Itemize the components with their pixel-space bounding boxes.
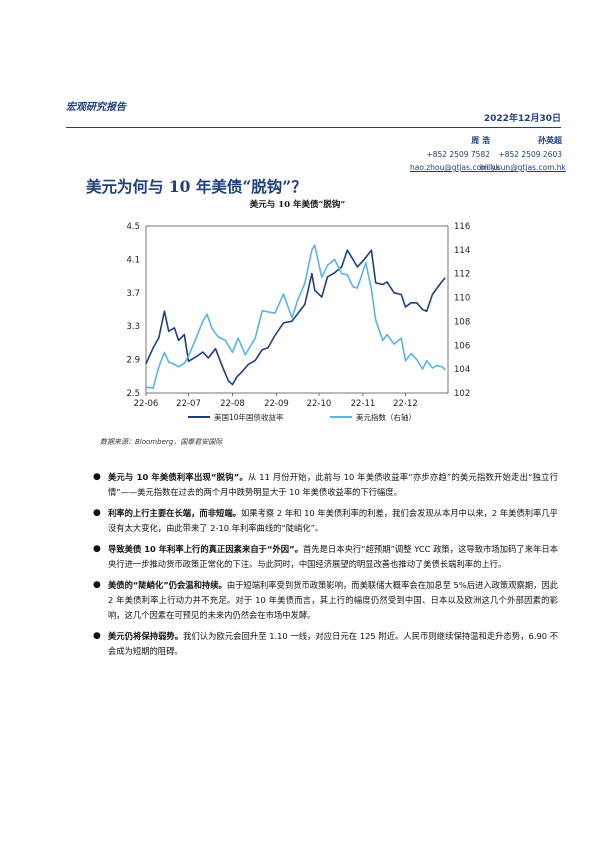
author-1: 周 浩 +852 2509 7582 hao.zhou@gtjas.com.hk — [410, 135, 500, 172]
bullet-item: ● 利率的上行主要在长端，而非短端。如果考察 2 年和 10 年美债利率的利差，我… — [93, 506, 558, 536]
y-right-tick-label: 102 — [454, 389, 470, 399]
y-right-tick-label: 104 — [454, 365, 470, 375]
line-chart: 2.5 2.9 3.3 3.7 4.1 4.5 102 104 106 108 110 112 114 1… — [126, 222, 470, 422]
bullet-text: 如果考察 2 年和 10 年美债利率的利差，我们会发现从本月中以来，2 年美债利… — [108, 508, 558, 533]
author-2: 孙英超 +852 2509 2603 billy.sun@gtjas.com.h… — [480, 135, 566, 172]
bullet-text: 从 11 月份开始，此前与 10 年美债收益率“亦步亦趋”的美元指数开始走出“独… — [108, 472, 559, 497]
bullet-heading: 美债的“陡峭化”仍会温和持续。 — [108, 580, 227, 590]
bullet-heading: 利率的上行主要在长端，而非短端。 — [108, 508, 241, 518]
bullet-item: ● 导致美债 10 年利率上行的真正因素来自于“外因”。首先是日本央行“超预期”调… — [93, 542, 559, 572]
bullet-item: ● 美债的“陡峭化”仍会温和持续。由于短端利率受到货币政策影响，而美联储大概率会在… — [93, 578, 558, 623]
author-2-phone: +852 2509 2603 — [498, 150, 562, 159]
y-left-tick-label: 3.3 — [126, 322, 140, 332]
bullet-list: ● 美元与 10 年美债利率出现“脱钩”。从 11 月份开始，此前与 10 年美债… — [93, 470, 559, 665]
legend-label: 美元指数（右轴） — [356, 412, 416, 422]
y-right-tick-label: 112 — [454, 270, 470, 280]
y-left-tick-label: 4.5 — [126, 222, 140, 232]
y-left-tick-label: 2.5 — [126, 389, 140, 399]
bullet-dot-icon: ● — [93, 544, 101, 554]
series-line-dxy — [145, 244, 446, 390]
bullet-text: 首先是日本央行“超预期”调整 YCC 政策，这导致市场加码了来年日本央行进一步推… — [108, 544, 559, 569]
bullet-item: ● 美元仍将保持弱势。我们认为欧元会回升至 1.10 一线，对应日元在 125 附… — [93, 629, 558, 659]
author-1-phone: +852 2509 7582 — [426, 150, 490, 159]
bullet-text: 我们认为欧元会回升至 1.10 一线，对应日元在 125 附近。人民币则继续保持… — [108, 631, 558, 656]
bullet-item: ● 美元与 10 年美债利率出现“脱钩”。从 11 月份开始，此前与 10 年美债… — [93, 470, 559, 500]
header-divider — [66, 127, 561, 128]
bullet-dot-icon: ● — [93, 580, 101, 590]
author-1-email[interactable]: hao.zhou@gtjas.com.hk — [410, 163, 500, 172]
x-tick-label: 22-11 — [351, 399, 376, 409]
y-right-tick-label: 110 — [454, 294, 470, 304]
bullet-heading: 美元仍将保持弱势。 — [108, 631, 184, 641]
y-right-tick-label: 114 — [454, 246, 470, 256]
author-2-email[interactable]: billy.sun@gtjas.com.hk — [480, 163, 566, 172]
source-note: 数据来源：Bloomberg，国泰君安国际 — [100, 438, 223, 446]
y-right-tick-label: 116 — [454, 222, 470, 232]
y-right-tick-label: 106 — [454, 341, 470, 351]
x-tick-label: 22-08 — [220, 399, 245, 409]
report-date: 2022年12月30日 — [483, 114, 561, 124]
legend-label: 美国10年国债收益率 — [214, 412, 284, 422]
y-left-tick-label: 2.9 — [126, 356, 140, 366]
bullet-heading: 导致美债 10 年利率上行的真正因素来自于“外因”。 — [108, 544, 303, 554]
x-tick-label: 22-12 — [393, 399, 418, 409]
y-left-tick-label: 3.7 — [126, 289, 140, 299]
y-right-tick-label: 108 — [454, 317, 470, 327]
plot-area — [145, 225, 449, 394]
series-line-yield — [145, 249, 446, 386]
bullet-dot-icon: ● — [93, 631, 101, 641]
x-tick-label: 22-07 — [176, 399, 201, 409]
x-tick-label: 22-06 — [134, 399, 159, 409]
x-tick-label: 22-10 — [307, 399, 332, 409]
x-tick-label: 22-09 — [264, 399, 289, 409]
report-type: 宏观研究报告 — [66, 102, 126, 113]
chart-title: 美元与 10 年美债“脱钩” — [249, 200, 346, 210]
bullet-heading: 美元与 10 年美债利率出现“脱钩”。 — [108, 472, 248, 482]
bullet-dot-icon: ● — [93, 508, 101, 518]
author-2-name: 孙英超 — [538, 136, 562, 145]
y-left-tick-label: 4.1 — [126, 255, 140, 265]
bullet-dot-icon: ● — [93, 472, 101, 482]
author-1-name: 周 浩 — [471, 136, 490, 145]
page-title: 美元为何与 10 年美债“脱钩”？ — [86, 177, 307, 196]
bullet-text: 由于短端利率受到货币政策影响，而美联储大概率会在加息至 5%后进入政策观察期，因… — [108, 580, 558, 620]
